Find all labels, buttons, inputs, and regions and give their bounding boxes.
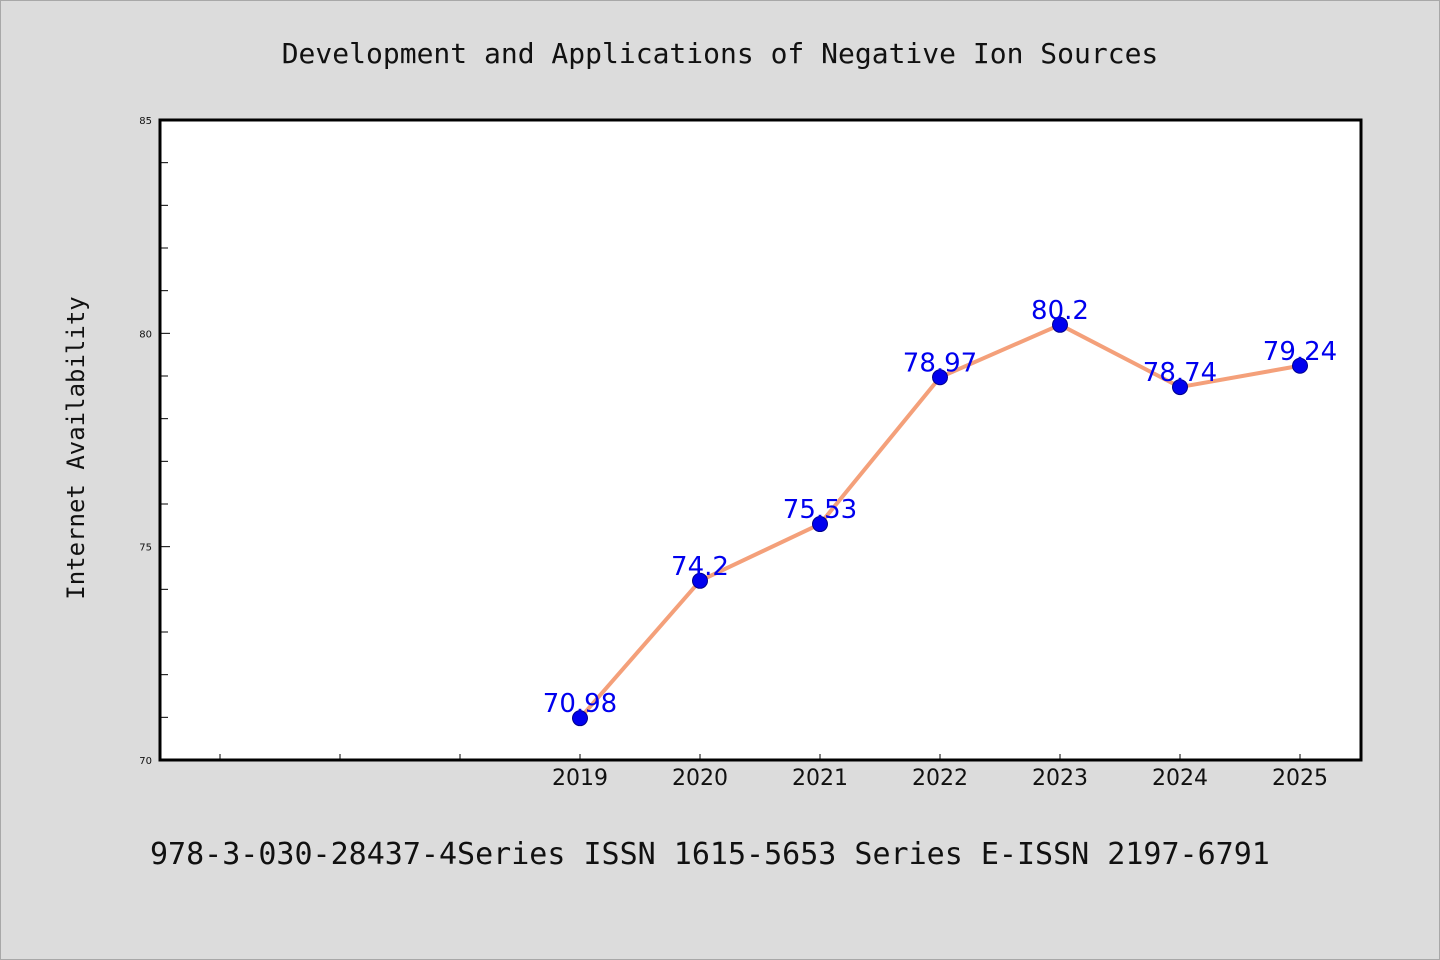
data-point-2025 [1292, 357, 1308, 374]
footer-isbn-text: 978-3-030-28437-4Series ISSN 1615-5653 S… [150, 837, 1270, 872]
data-point-2024 [1172, 379, 1188, 396]
data-label-2021: 75.53 [783, 495, 857, 525]
y-tick-label: 85 [139, 116, 152, 127]
data-point-2021 [812, 516, 828, 533]
x-tick-label-2020: 2020 [672, 766, 728, 791]
data-label-2025: 79.24 [1263, 337, 1337, 367]
x-axis-ticks: 2019 2020 2021 2022 2023 2024 2025 [219, 754, 1328, 791]
y-axis-ticks: 70 75 80 85 [139, 116, 170, 767]
data-label-2023: 80.2 [1031, 296, 1089, 326]
plot-area [158, 118, 1363, 762]
data-point-2019 [572, 710, 588, 727]
data-label-2020: 74.2 [671, 552, 729, 582]
x-tick-label-2023: 2023 [1032, 766, 1088, 791]
y-tick-label: 80 [139, 329, 152, 340]
data-label-2019: 70.98 [543, 689, 617, 719]
x-tick-label-2019: 2019 [552, 766, 608, 791]
data-markers [572, 316, 1308, 727]
y-tick-label: 75 [139, 543, 152, 554]
x-tick-label-2024: 2024 [1152, 766, 1208, 791]
y-tick-label: 70 [139, 756, 152, 767]
data-label-2022: 78.97 [903, 348, 977, 378]
x-tick-label-2022: 2022 [912, 766, 968, 791]
x-tick-label-2021: 2021 [792, 766, 848, 791]
x-tick-label-2025: 2025 [1272, 766, 1328, 791]
y-axis-label: Internet Availability [62, 296, 90, 599]
data-label-2024: 78.74 [1143, 358, 1217, 388]
chart-title: Development and Applications of Negative… [282, 37, 1159, 70]
data-point-2020 [692, 572, 708, 589]
data-point-2023 [1052, 316, 1068, 333]
data-labels: 70.98 74.2 75.53 78.97 80.2 78.74 79.24 [543, 296, 1337, 719]
data-point-2022 [932, 369, 948, 386]
